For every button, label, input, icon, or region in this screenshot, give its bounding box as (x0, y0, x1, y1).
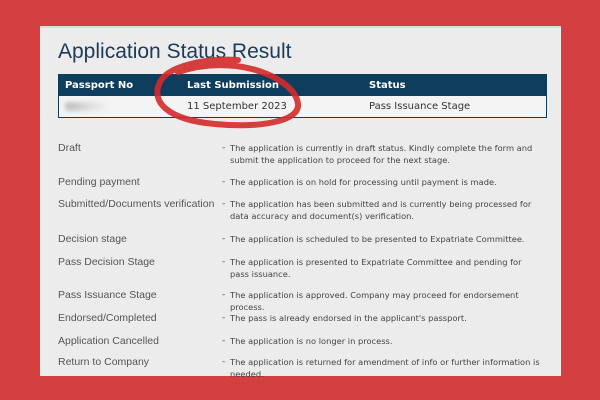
status-description: The application is approved. Company may… (230, 290, 519, 312)
page-title: Application Status Result (58, 40, 292, 63)
status-label: Application Cancelled (58, 335, 159, 347)
status-label: Return to Company (58, 356, 150, 368)
separator-dash: - (222, 313, 226, 323)
header-status: Status (369, 80, 406, 91)
status-table: Passport No Last Submission Status 11 Se… (58, 74, 547, 118)
table-header: Passport No Last Submission Status (59, 75, 546, 96)
separator-dash: - (222, 357, 226, 367)
status-label: Endorsed/Completed (58, 312, 157, 324)
separator-dash: - (222, 143, 226, 153)
passport-no-redacted (65, 102, 110, 111)
status-description: The application is scheduled to be prese… (230, 234, 525, 244)
table-row: 11 September 2023 Pass Issuance Stage (59, 96, 546, 117)
status-label: Pass Decision Stage (58, 256, 155, 268)
separator-dash: - (222, 257, 226, 267)
status-label: Pending payment (58, 176, 140, 188)
separator-dash: - (222, 336, 226, 346)
status-description: The application is on hold for processin… (230, 177, 497, 187)
status-description: The application is currently in draft st… (230, 143, 533, 165)
status-panel: Application Status Result Passport No La… (40, 26, 561, 379)
status-description: The pass is already endorsed in the appl… (230, 313, 467, 323)
status-label: Decision stage (58, 233, 127, 245)
status-description: The application is presented to Expatria… (230, 257, 522, 279)
separator-dash: - (222, 177, 226, 187)
status-description: The application is returned for amendmen… (230, 357, 540, 379)
separator-dash: - (222, 290, 226, 300)
header-passport-no: Passport No (65, 80, 134, 91)
header-last-submission: Last Submission (187, 80, 279, 91)
last-submission-cell: 11 September 2023 (187, 101, 287, 112)
status-label: Submitted/Documents verification (58, 198, 215, 210)
status-description: The application is no longer in process. (230, 336, 393, 346)
separator-dash: - (222, 234, 226, 244)
separator-dash: - (222, 199, 226, 209)
status-cell: Pass Issuance Stage (369, 101, 471, 112)
status-description: The application has been submitted and i… (230, 199, 532, 221)
status-label: Pass Issuance Stage (58, 289, 157, 301)
status-label: Draft (58, 142, 81, 154)
